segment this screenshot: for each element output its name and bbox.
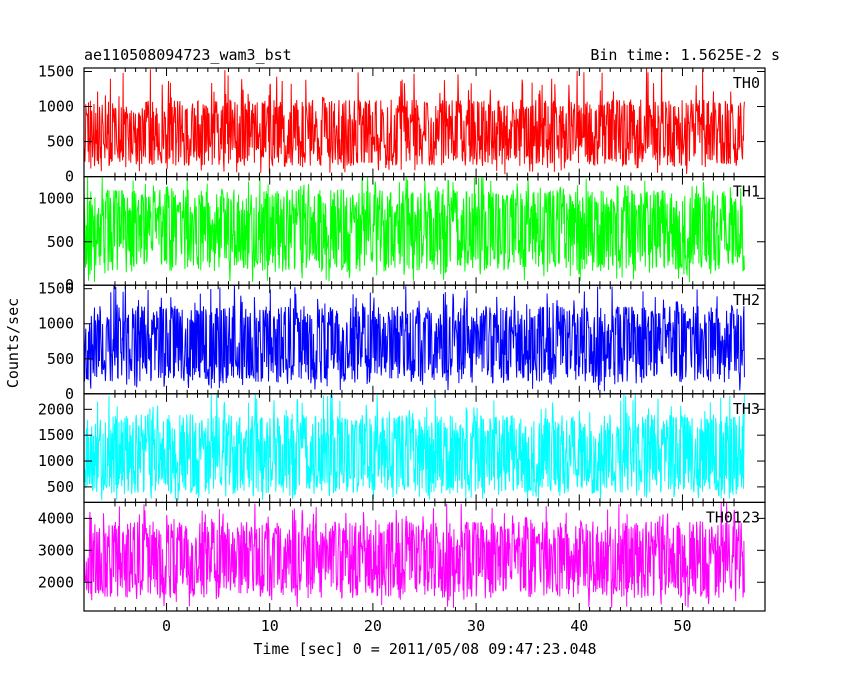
y-tick-label: 500 [47,350,74,368]
panel-th2: 0 500 1000 1500 TH2 [38,280,766,403]
panel-label-th3: TH3 [733,400,760,418]
y-tick-label: 500 [47,478,74,496]
series-line-th2 [84,285,745,392]
series-line-th1 [84,176,745,283]
y-tick-label: 0 [65,276,74,294]
series-line-th0 [84,68,745,175]
y-tick-label: 3000 [38,541,74,559]
x-tick-label: 10 [261,617,279,635]
y-tick-label: 1500 [38,63,74,81]
y-tick-label: 2000 [38,573,74,591]
y-tick-label: 1000 [38,315,74,333]
x-tick-label: 50 [673,617,691,635]
x-tick-label: 20 [364,617,382,635]
panels-group: 0 500 1000 1500 TH0 0 500 1000 TH1 0 500 1000 1500 TH… [38,63,766,612]
bin-time-label: Bin time: 1.5625E-2 s [590,46,780,64]
panel-th0: 0 500 1000 1500 TH0 [38,63,766,186]
series-line-th3 [84,393,745,501]
chart-title: ae110508094723_wam3_bst [84,46,292,64]
x-axis: 0 10 20 30 40 50 [162,617,691,635]
y-tick-label: 1000 [38,189,74,207]
y-tick-label: 500 [47,233,74,251]
panel-th3: 500 1000 1500 2000 TH3 [38,393,766,503]
y-tick-label: 1500 [38,426,74,444]
y-tick-label: 2000 [38,400,74,418]
y-tick-label: 1500 [38,280,74,298]
y-tick-label: 1000 [38,452,74,470]
x-tick-label: 40 [570,617,588,635]
panel-label-th2: TH2 [733,291,760,309]
y-tick-label: 4000 [38,509,74,527]
y-tick-label: 500 [47,133,74,151]
series-line-th0123 [84,502,745,608]
panel-label-th1: TH1 [733,183,760,201]
panel-th0123: 2000 3000 4000 TH0123 [38,501,766,612]
y-tick-label: 0 [65,385,74,403]
panel-th1: 0 500 1000 TH1 [38,176,766,294]
y-tick-label: 0 [65,168,74,186]
y-tick-label: 1000 [38,98,74,116]
x-tick-label: 30 [467,617,485,635]
y-axis-label: Counts/sec [4,298,22,388]
x-tick-label: 0 [162,617,171,635]
x-axis-label: Time [sec] 0 = 2011/05/08 09:47:23.048 [253,640,596,658]
panel-label-th0: TH0 [733,74,760,92]
panel-label-th0123: TH0123 [706,508,760,526]
